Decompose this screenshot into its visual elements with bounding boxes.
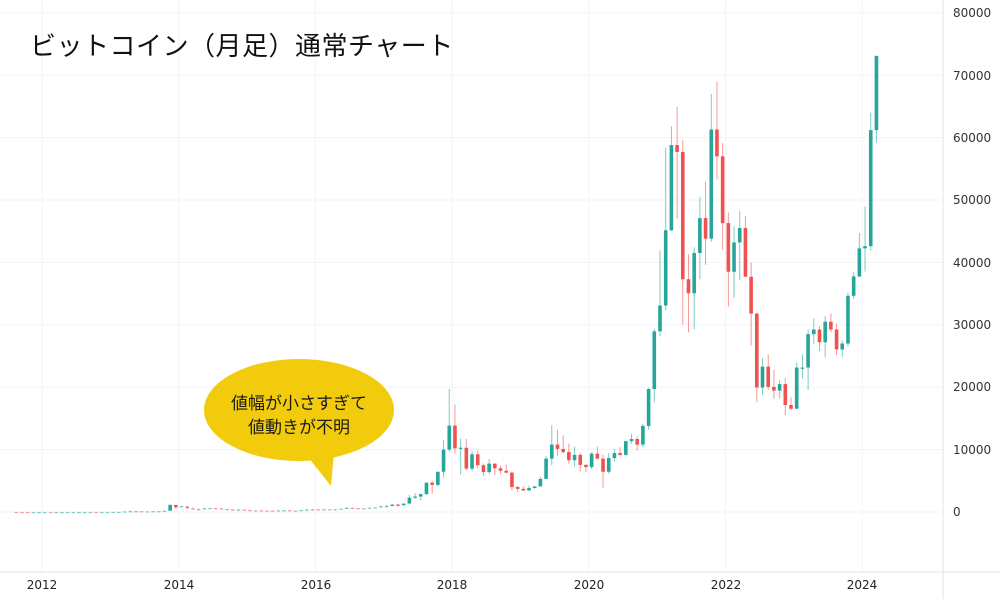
y-tick-label: 10000 xyxy=(953,443,992,457)
x-tick-label: 2024 xyxy=(846,578,878,592)
y-tick-label: 30000 xyxy=(953,318,992,332)
x-tick-label: 2020 xyxy=(573,578,605,592)
y-tick-label: 70000 xyxy=(953,69,992,83)
x-tick-label: 2018 xyxy=(436,578,468,592)
y-tick-label: 20000 xyxy=(953,380,992,394)
candles xyxy=(14,55,879,514)
x-tick-label: 2016 xyxy=(300,578,332,592)
chart-title: ビットコイン（月足）通常チャート xyxy=(30,32,454,62)
grid-lines xyxy=(0,0,943,572)
y-tick-label: 80000 xyxy=(953,6,992,20)
y-tick-label: 60000 xyxy=(953,131,992,145)
x-tick-label: 2022 xyxy=(710,578,742,592)
annotation-bubble-text: 値幅が小さすぎて 値動きが不明 xyxy=(205,392,393,440)
x-tick-label: 2012 xyxy=(26,578,58,592)
speech-bubble-shape xyxy=(204,359,394,486)
y-tick-label: 0 xyxy=(953,505,961,519)
y-tick-label: 40000 xyxy=(953,256,992,270)
annotation-line-2: 値動きが不明 xyxy=(248,418,350,438)
y-tick-label: 50000 xyxy=(953,193,992,207)
x-tick-label: 2014 xyxy=(163,578,195,592)
annotation-line-1: 値幅が小さすぎて xyxy=(231,394,367,414)
